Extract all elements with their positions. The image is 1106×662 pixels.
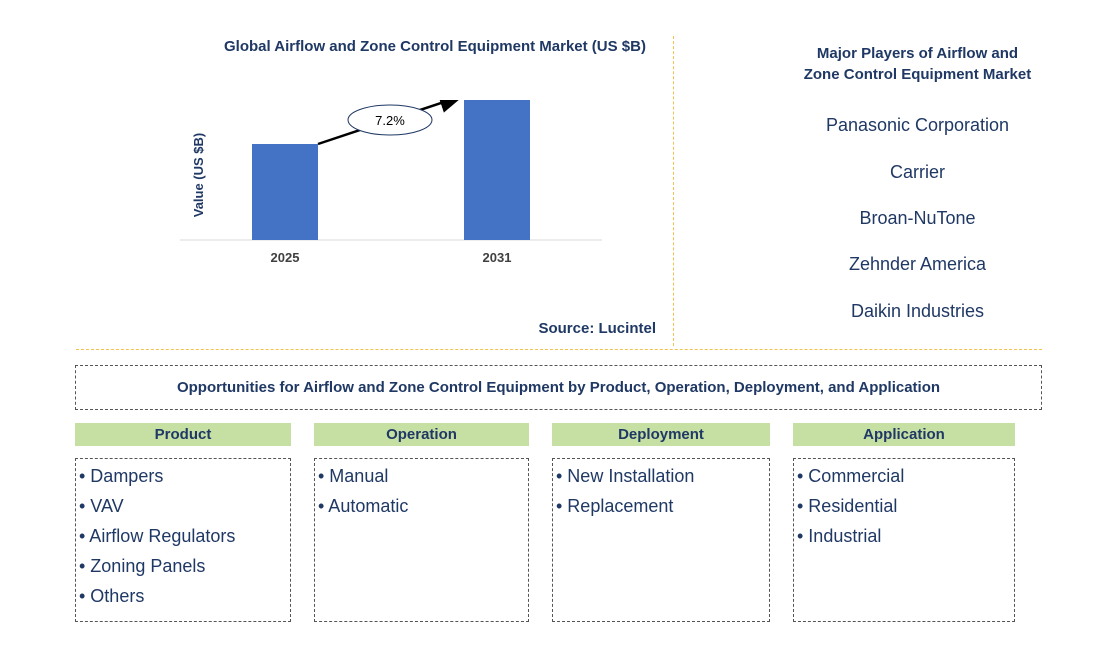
player-item: Broan-NuTone [859,208,976,228]
chart-title: Global Airflow and Zone Control Equipmen… [224,38,646,55]
category-header-operation: Operation [314,423,529,446]
list-item: • Commercial [797,466,905,486]
list-item: • VAV [79,496,124,516]
bar-2031 [464,100,530,240]
player-item: Carrier [889,162,945,182]
source-label: Source: Lucintel [538,320,656,337]
category-header-application: Application [793,423,1015,446]
category-header-deployment: Deployment [552,423,770,446]
player-item: Zehnder America [848,254,987,274]
opportunities-title: Opportunities for Airflow and Zone Contr… [75,365,1042,410]
list-item: • Replacement [556,496,674,516]
list-item: • Zoning Panels [79,556,206,576]
list-item: • Dampers [79,466,164,486]
category-list-deployment: • New Installation • Replacement [552,458,770,622]
list-item: • Industrial [797,526,882,546]
y-axis-label: Value (US $B) [191,133,206,218]
vertical-divider [673,36,674,346]
player-item: Daikin Industries [850,301,985,321]
players-title-line1: Major Players of Airflow and [816,45,1019,62]
x-tick-label: 2031 [483,250,512,265]
category-list-application: • Commercial • Residential • Industrial [793,458,1015,622]
category-list-product: • Dampers • VAV • Airflow Regulators • Z… [75,458,291,622]
horizontal-divider [76,349,1042,350]
list-item: • Automatic [318,496,409,516]
bar-chart: Value (US $B) 2025 2031 7.2% [180,100,602,265]
list-item: • Manual [318,466,389,486]
bar-2025 [252,144,318,240]
list-item: • Others [79,586,145,606]
category-list-operation: • Manual • Automatic [314,458,529,622]
players-title-line2: Zone Control Equipment Market [803,66,1032,83]
cagr-label: 7.2% [375,113,405,128]
category-header-product: Product [75,423,291,446]
x-tick-label: 2025 [271,250,300,265]
list-item: • Residential [797,496,898,516]
player-item: Panasonic Corporation [825,115,1010,135]
list-item: • New Installation [556,466,695,486]
list-item: • Airflow Regulators [79,526,236,546]
players-title: Major Players of Airflow and Zone Contro… [780,43,1055,85]
cagr-badge [347,104,433,136]
